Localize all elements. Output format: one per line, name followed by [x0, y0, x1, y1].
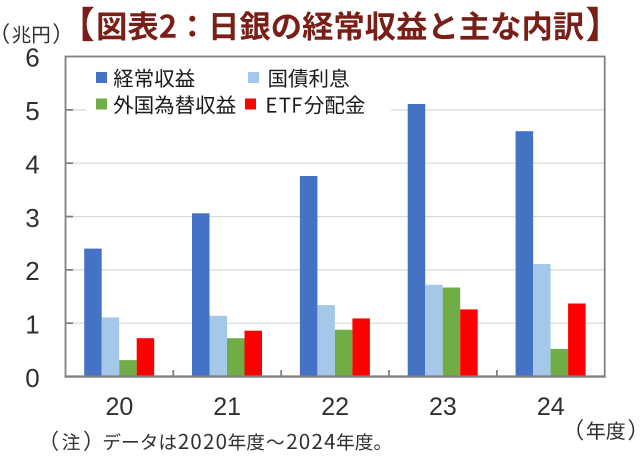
svg-text:22: 22	[321, 393, 349, 421]
svg-text:23: 23	[429, 393, 457, 421]
svg-text:21: 21	[213, 393, 241, 421]
svg-text:20: 20	[105, 393, 133, 421]
svg-text:4: 4	[25, 149, 39, 179]
svg-text:1: 1	[25, 309, 39, 339]
svg-text:6: 6	[25, 43, 39, 73]
svg-text:5: 5	[25, 96, 39, 126]
svg-text:0: 0	[25, 363, 39, 393]
svg-text:3: 3	[25, 203, 39, 233]
svg-text:2: 2	[25, 256, 39, 286]
svg-text:24: 24	[537, 393, 565, 421]
